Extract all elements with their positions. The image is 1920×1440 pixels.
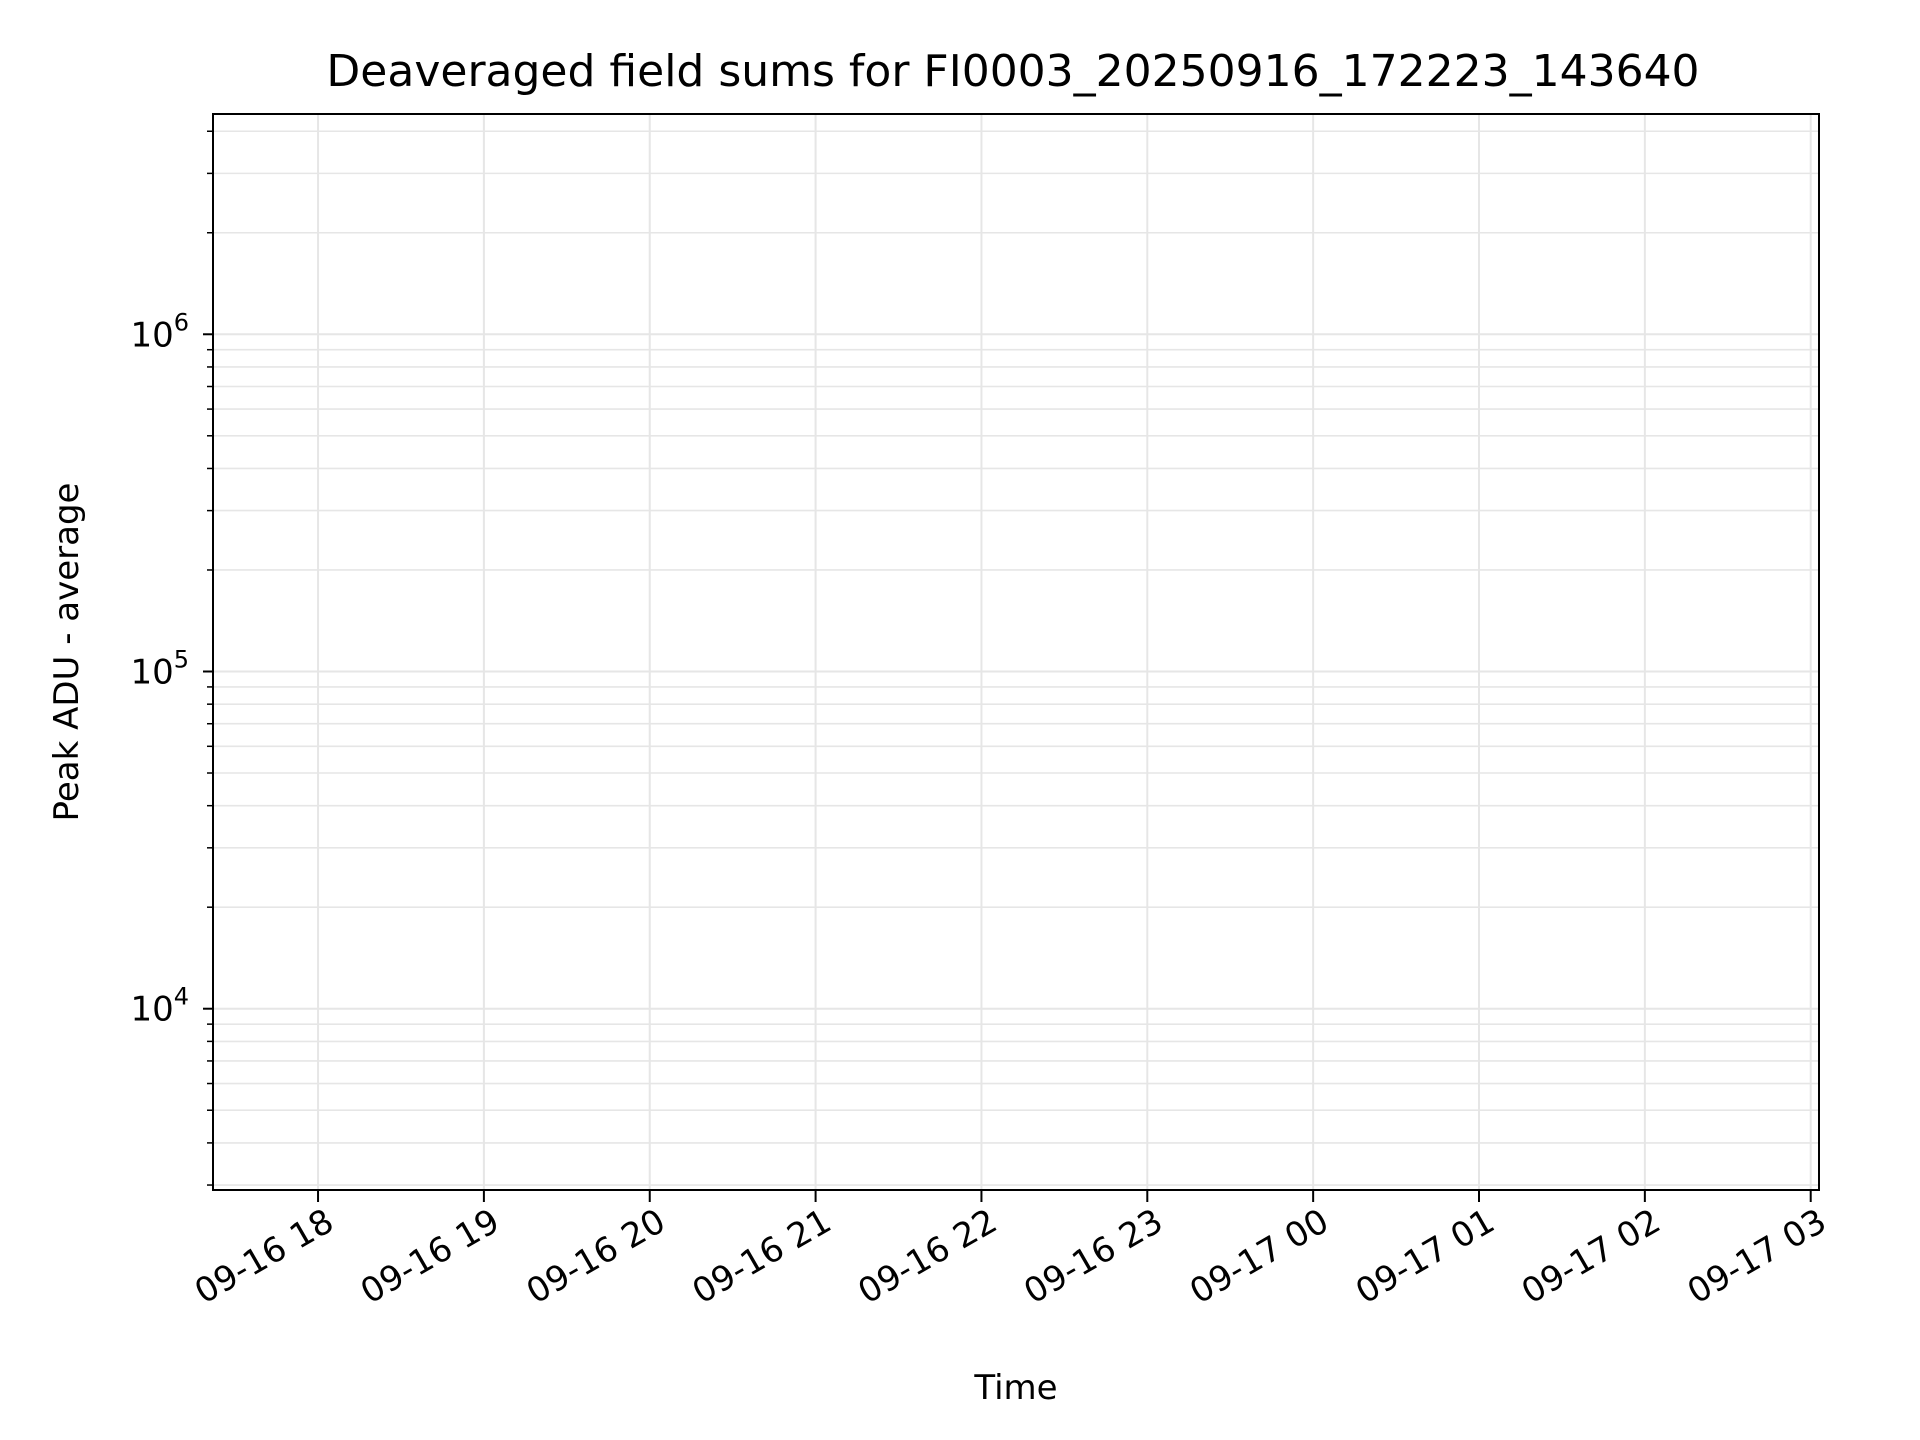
- y-tick-label: 104: [130, 983, 189, 1030]
- grid: [213, 114, 1819, 1190]
- y-tick-label: 106: [130, 308, 189, 355]
- chart-title: Deaveraged field sums for FI0003_2025091…: [326, 46, 1699, 97]
- y-axis: 104 105 106: [130, 130, 213, 1186]
- axes-frame: [212, 113, 1820, 1191]
- x-axis-label: Time: [973, 1368, 1057, 1408]
- y-axis-label: Peak ADU - average: [47, 483, 87, 822]
- y-tick-label: 105: [130, 645, 189, 692]
